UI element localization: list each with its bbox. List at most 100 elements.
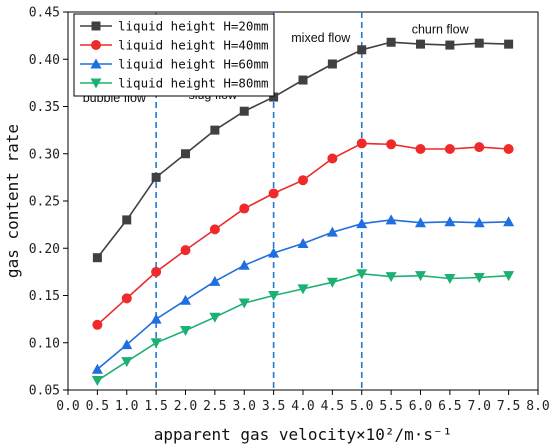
legend-label: liquid height H=80mm — [118, 76, 269, 91]
legend-label: liquid height H=60mm — [118, 57, 269, 72]
region-label: churn flow — [412, 23, 470, 37]
data-point — [238, 259, 250, 270]
data-point — [444, 273, 456, 284]
x-tick-label: 0.5 — [86, 399, 109, 414]
data-point — [150, 313, 162, 324]
x-tick-label: 2.0 — [174, 399, 197, 414]
data-point — [92, 253, 102, 263]
data-point — [150, 338, 162, 349]
data-point — [298, 175, 308, 186]
data-point — [268, 247, 280, 258]
data-point — [385, 272, 397, 283]
data-point — [180, 245, 191, 256]
x-tick-label: 4.0 — [291, 399, 314, 414]
x-tick-label: 4.5 — [321, 399, 344, 414]
data-point — [356, 269, 368, 280]
data-point — [473, 217, 485, 228]
data-point — [92, 319, 103, 330]
data-point — [180, 325, 191, 336]
data-point — [386, 37, 396, 47]
data-point — [444, 144, 455, 155]
data-point — [356, 138, 367, 149]
data-point — [416, 39, 425, 49]
x-axis-label: apparent gas velocity×10²/m·s⁻¹ — [154, 425, 453, 444]
x-tick-label: 3.5 — [262, 399, 285, 414]
data-point — [239, 203, 250, 214]
data-point — [327, 59, 337, 69]
series-line — [96, 142, 509, 326]
data-point — [210, 125, 220, 135]
axis-ticks: 0.0 0.5 1.0 1.5 2.0 2.5 3.0 3.5 4.0 4.5 5.0 5.5 6.0 6… — [29, 6, 550, 415]
data-point — [268, 188, 279, 199]
region-label: mixed flow — [291, 31, 351, 45]
data-point — [239, 106, 249, 116]
y-tick-label: 0.10 — [29, 336, 60, 351]
data-point — [151, 266, 162, 277]
data-point — [503, 144, 514, 155]
data-point — [415, 144, 426, 155]
y-tick-label: 0.25 — [29, 195, 60, 210]
series-4 — [91, 269, 515, 387]
y-tick-label: 0.40 — [29, 53, 60, 68]
data-point — [444, 216, 456, 227]
x-tick-label: 2.5 — [203, 399, 226, 414]
legend-marker — [91, 40, 101, 50]
data-point — [297, 238, 309, 249]
data-point — [386, 139, 397, 150]
y-tick-label: 0.05 — [29, 384, 60, 399]
series-1 — [92, 37, 514, 263]
x-tick-label: 3.0 — [233, 399, 256, 414]
series-3 — [91, 214, 515, 374]
data-point — [268, 291, 280, 301]
data-point — [209, 275, 221, 286]
data-point — [503, 271, 515, 282]
series-2 — [92, 138, 514, 330]
series-layer — [91, 37, 515, 387]
data-point — [122, 215, 132, 225]
x-tick-label: 6.0 — [409, 399, 432, 414]
data-point — [474, 142, 485, 153]
data-point — [269, 92, 279, 102]
y-tick-label: 0.15 — [29, 289, 60, 304]
data-point — [209, 312, 221, 323]
x-tick-label: 8.0 — [526, 399, 549, 414]
legend-marker — [91, 21, 101, 31]
data-point — [121, 357, 133, 368]
legend-item: liquid height H=60mm — [80, 57, 269, 72]
data-point — [445, 40, 455, 50]
data-point — [238, 298, 250, 309]
legend-item: liquid height H=80mm — [80, 76, 269, 91]
data-point — [474, 38, 484, 48]
legend-label: liquid height H=20mm — [118, 19, 269, 34]
data-point — [121, 293, 132, 304]
data-point — [326, 226, 338, 237]
y-tick-label: 0.45 — [29, 6, 60, 21]
data-point — [91, 363, 103, 374]
data-point — [503, 216, 515, 227]
data-point — [151, 172, 161, 182]
legend-label: liquid height H=40mm — [118, 38, 269, 53]
data-point — [356, 218, 368, 229]
x-tick-label: 5.0 — [350, 399, 373, 414]
x-tick-label: 0.0 — [56, 399, 79, 414]
y-tick-label: 0.35 — [29, 100, 60, 115]
data-point — [326, 277, 338, 288]
x-tick-label: 6.5 — [438, 399, 461, 414]
data-point — [181, 149, 190, 159]
data-point — [209, 224, 220, 235]
legend: liquid height H=20mm liquid height H=40mm… — [73, 13, 275, 97]
data-point — [473, 273, 485, 284]
data-point — [357, 45, 367, 55]
legend-item: liquid height H=20mm — [80, 19, 269, 34]
data-point — [180, 294, 191, 305]
legend-item: liquid height H=40mm — [80, 38, 269, 53]
data-point — [415, 271, 426, 282]
y-tick-label: 0.20 — [29, 242, 60, 257]
data-point — [415, 217, 426, 228]
y-axis-label: gas content rate — [3, 124, 22, 278]
data-point — [121, 339, 133, 350]
legend-marker — [90, 78, 102, 89]
x-tick-label: 5.5 — [379, 399, 402, 414]
data-point — [91, 376, 103, 387]
